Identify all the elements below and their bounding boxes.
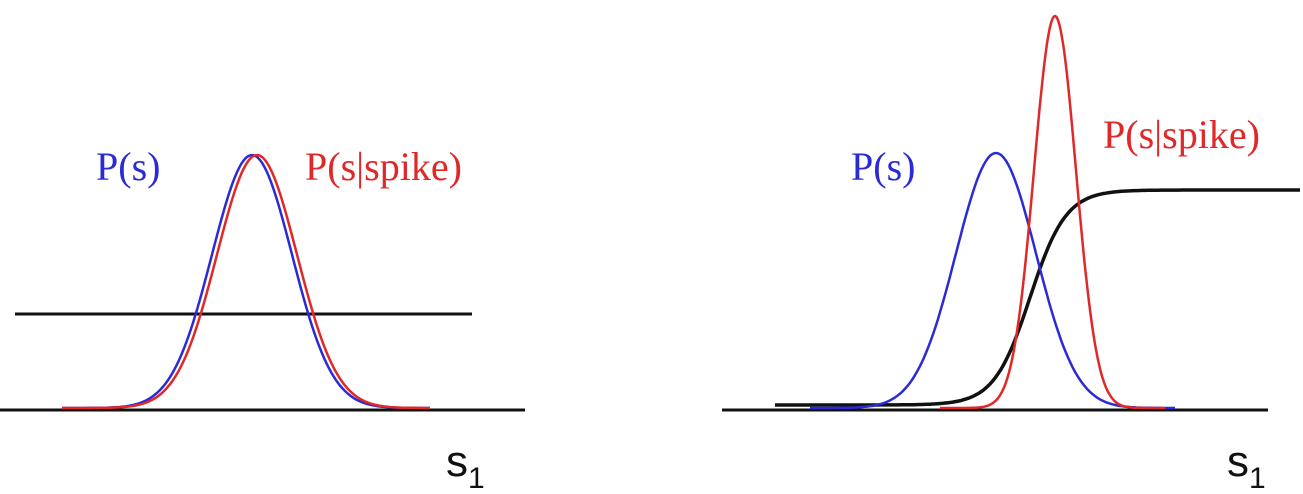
left-axis-label: s1: [446, 437, 485, 494]
left-axis-label-main: s: [446, 437, 468, 486]
panel-left: P(s) P(s|spike) s1: [0, 144, 525, 494]
right-axis-label: s1: [1227, 437, 1266, 494]
left-conditional-label: P(s|spike): [305, 144, 462, 189]
left-axis-label-sub: 1: [468, 462, 485, 494]
left-conditional-curve: [62, 153, 430, 410]
right-axis-label-sub: 1: [1249, 462, 1266, 494]
right-prior-curve: [810, 151, 1175, 410]
right-prior-label: P(s): [851, 144, 915, 189]
panel-right: P(s) P(s|spike) s1: [722, 14, 1300, 494]
left-prior-label: P(s): [96, 144, 160, 189]
right-axis-label-main: s: [1227, 437, 1249, 486]
right-conditional-label: P(s|spike): [1103, 112, 1260, 157]
right-nonlinearity-curve: [775, 188, 1300, 407]
left-prior-curve: [62, 153, 430, 410]
right-conditional-curve: [940, 14, 1165, 410]
